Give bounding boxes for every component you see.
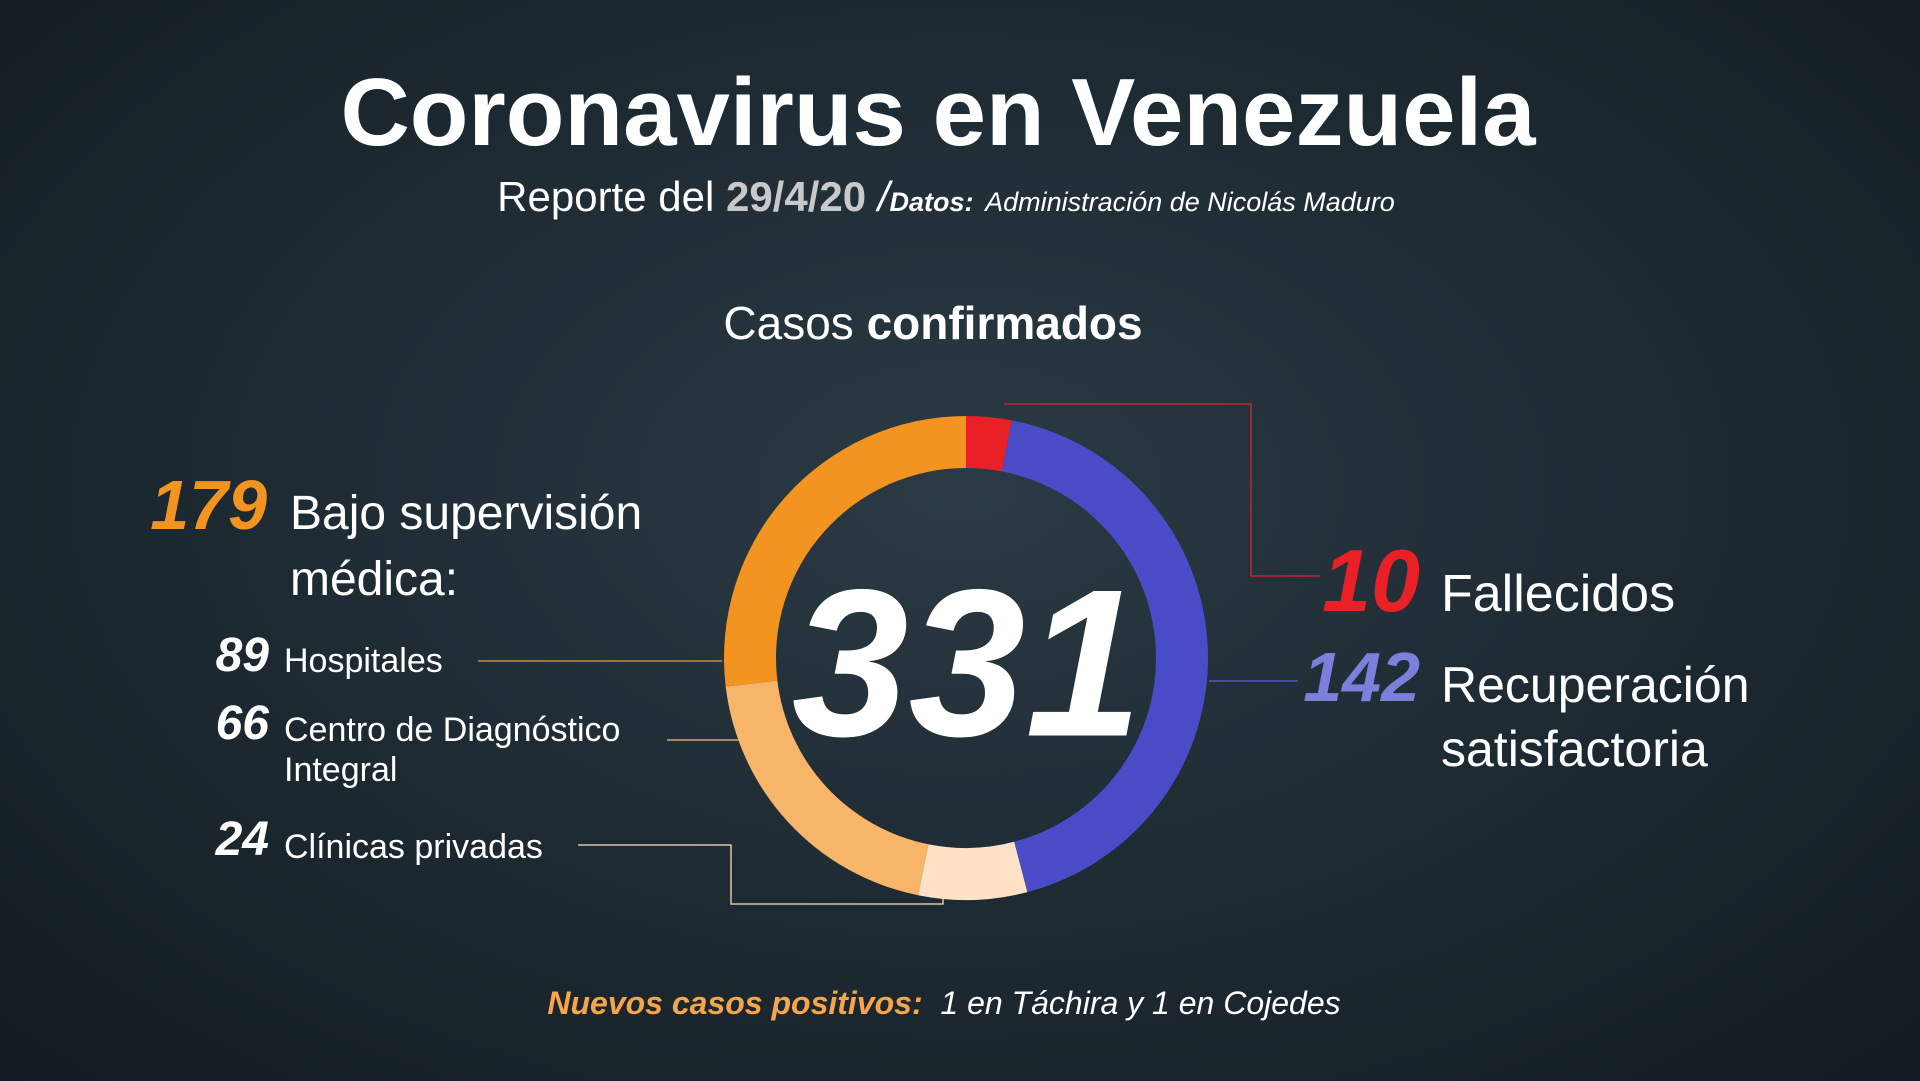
subtitle: Reporte del 29/4/20 /Datos: Administraci…: [0, 176, 1892, 218]
heading-bold: confirmados: [866, 297, 1143, 349]
footer: Nuevos casos positivos: 1 en Táchira y 1…: [0, 987, 1888, 1019]
donut-segment: [724, 416, 966, 687]
category-label: Recuperación satisfactoria: [1441, 657, 1750, 777]
group-label: Bajo supervisión médica:: [290, 487, 643, 606]
source-text: Administración de Nicolás Maduro: [985, 187, 1395, 217]
value-label: 24: [215, 813, 269, 866]
title: Coronavirus en Venezuela: [340, 59, 1536, 166]
footer-label: Nuevos casos positivos:: [547, 985, 923, 1021]
footer-text: 1 en Táchira y 1 en Cojedes: [940, 985, 1341, 1021]
separator: /: [877, 173, 890, 220]
heading: Casos confirmados: [0, 300, 1866, 346]
value-label: 142: [1303, 638, 1420, 716]
heading-regular: Casos: [723, 297, 854, 349]
donut: [724, 416, 1208, 900]
group-value: 179: [150, 466, 267, 544]
connectors: [478, 403, 1320, 905]
source-label: Datos:: [889, 187, 974, 217]
value-label: 10: [1322, 531, 1420, 630]
connector-line: [1004, 403, 1320, 577]
donut-segment: [966, 416, 1012, 472]
connector-line: [578, 844, 944, 905]
value-label: 66: [215, 697, 269, 750]
report-label: Reporte del: [497, 173, 715, 220]
donut-segment: [725, 680, 929, 896]
total-value: 331: [792, 546, 1142, 781]
report-date: 29/4/20: [725, 173, 867, 220]
value-label: 89: [215, 629, 269, 682]
donut-segment: [1001, 420, 1208, 893]
category-label: Hospitales: [284, 642, 443, 680]
category-label: Clínicas privadas: [284, 828, 543, 866]
donut-segment: [918, 841, 1028, 900]
category-label: Fallecidos: [1441, 565, 1676, 623]
category-label: Centro de Diagnóstico Integral: [284, 711, 621, 789]
